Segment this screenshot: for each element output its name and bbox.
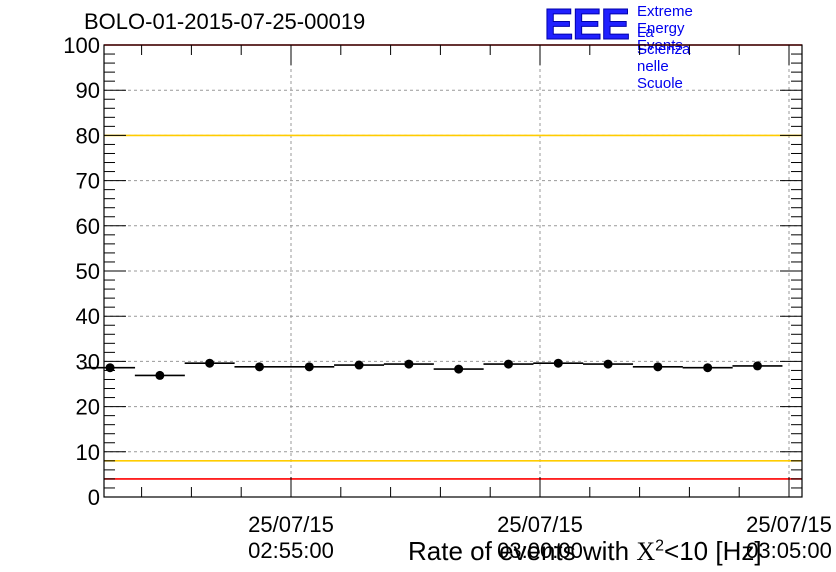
data-point: [454, 364, 464, 374]
data-point: [703, 363, 713, 373]
y-tick-label: 80: [76, 123, 100, 148]
y-tick-label: 40: [76, 304, 100, 329]
x-tick-label-date: 25/07/15: [248, 512, 334, 537]
data-point: [603, 359, 613, 369]
data-point: [304, 362, 314, 372]
chart-title: BOLO-01-2015-07-25-00019: [84, 9, 366, 34]
x-axis-title: Rate of events with X2<10 [Hz]: [408, 536, 762, 567]
x-tick-label-time: 03:00:00: [497, 538, 583, 563]
y-tick-label: 60: [76, 214, 100, 239]
x-tick-label-date: 25/07/15: [746, 512, 832, 537]
eee-logo-mark: EEE: [544, 2, 631, 44]
y-tick-label: 50: [76, 259, 100, 284]
x-tick-label-date: 25/07/15: [497, 512, 583, 537]
data-point: [155, 370, 165, 380]
data-point: [404, 359, 414, 369]
y-tick-label: 0: [88, 485, 100, 510]
x-axis-title-exponent: 2: [655, 537, 665, 555]
data-point: [752, 361, 762, 371]
y-tick-label: 10: [76, 440, 100, 465]
data-point: [254, 362, 264, 372]
data-point: [105, 363, 115, 373]
data-point: [205, 358, 215, 368]
y-tick-label: 20: [76, 395, 100, 420]
eee-logo-text: EEE: [544, 2, 629, 44]
data-point: [503, 359, 513, 369]
data-point: [354, 360, 364, 370]
x-tick-label-time: 02:55:00: [248, 538, 334, 563]
y-tick-label: 30: [76, 349, 100, 374]
x-axis-title-suffix: <10 [Hz]: [664, 536, 762, 566]
data-point: [553, 358, 563, 368]
y-tick-label: 90: [76, 78, 100, 103]
x-axis-title-chi: X: [636, 537, 656, 566]
y-tick-label: 100: [63, 33, 100, 58]
x-axis-title-prefix: Rate of events with: [408, 536, 637, 566]
y-tick-label: 70: [76, 169, 100, 194]
data-point: [653, 362, 663, 372]
x-tick-label-time: 03:05:00: [746, 538, 832, 563]
